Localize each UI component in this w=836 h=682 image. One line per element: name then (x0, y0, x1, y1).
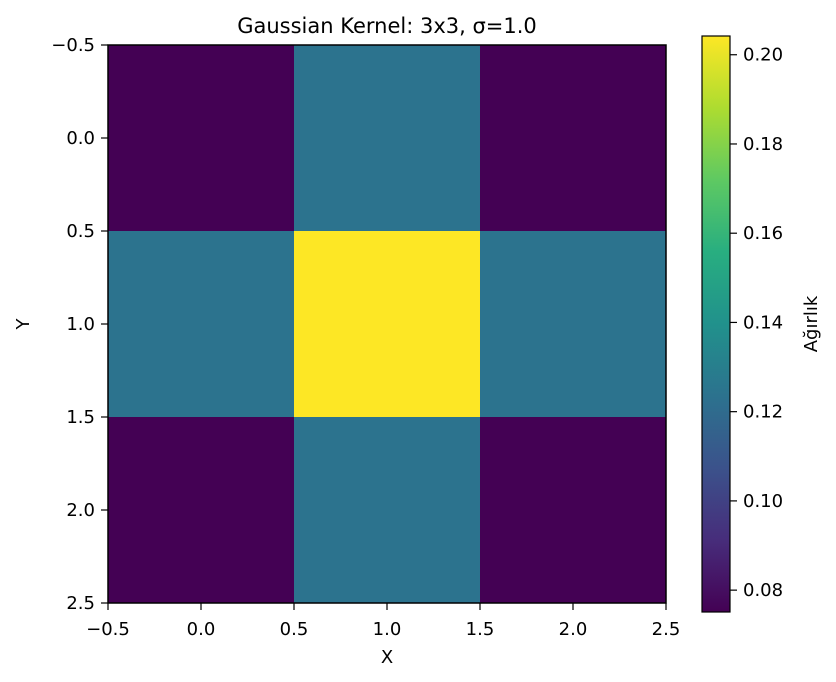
colorbar-label: Ağırlık (801, 295, 822, 352)
colorbar-tick-label: 0.20 (743, 45, 783, 66)
x-tick-label: 1.5 (466, 619, 495, 640)
colorbar-tick-label: 0.18 (743, 134, 783, 155)
x-tick-label: 0.5 (280, 619, 309, 640)
y-tick-label: 1.0 (66, 314, 95, 335)
heatmap-cell-r2-c0 (108, 417, 294, 603)
y-tick-label: 1.5 (66, 407, 95, 428)
y-axis-ticks: −0.5 0.0 0.5 1.0 1.5 2.0 2.5 (51, 35, 108, 614)
heatmap-cell-r1-c0 (108, 231, 294, 417)
x-tick-label: 2.0 (559, 619, 588, 640)
heatmap-cell-r2-c1 (294, 417, 480, 603)
y-tick-label: 2.0 (66, 500, 95, 521)
heatmap-cell-r1-c2 (480, 231, 666, 417)
heatmap-cell-r0-c2 (480, 45, 666, 231)
heatmap-cells (108, 45, 666, 603)
y-tick-label: 0.5 (66, 221, 95, 242)
heatmap-cell-r0-c0 (108, 45, 294, 231)
x-tick-label: 2.5 (652, 619, 681, 640)
y-tick-label: −0.5 (51, 35, 95, 56)
x-tick-label: −0.5 (86, 619, 130, 640)
x-tick-label: 1.0 (373, 619, 402, 640)
x-axis-ticks: −0.5 0.0 0.5 1.0 1.5 2.0 2.5 (86, 603, 680, 640)
heatmap-cell-r0-c1 (294, 45, 480, 231)
y-tick-label: 2.5 (66, 593, 95, 614)
colorbar-tick-label: 0.10 (743, 491, 783, 512)
y-axis-label: Y (13, 318, 34, 331)
heatmap-cell-r2-c2 (480, 417, 666, 603)
colorbar-tick-label: 0.14 (743, 312, 783, 333)
colorbar-tick-label: 0.08 (743, 580, 783, 601)
chart-title: Gaussian Kernel: 3x3, σ=1.0 (237, 14, 537, 38)
x-tick-label: 0.0 (187, 619, 216, 640)
colorbar-tick-label: 0.12 (743, 402, 783, 423)
colorbar (701, 35, 731, 613)
y-tick-label: 0.0 (66, 128, 95, 149)
heatmap-cell-r1-c1 (294, 231, 480, 417)
colorbar-ticks: 0.08 0.10 0.12 0.14 0.16 0.18 0.20 (730, 45, 783, 601)
x-axis-label: X (381, 647, 393, 668)
colorbar-tick-label: 0.16 (743, 223, 783, 244)
